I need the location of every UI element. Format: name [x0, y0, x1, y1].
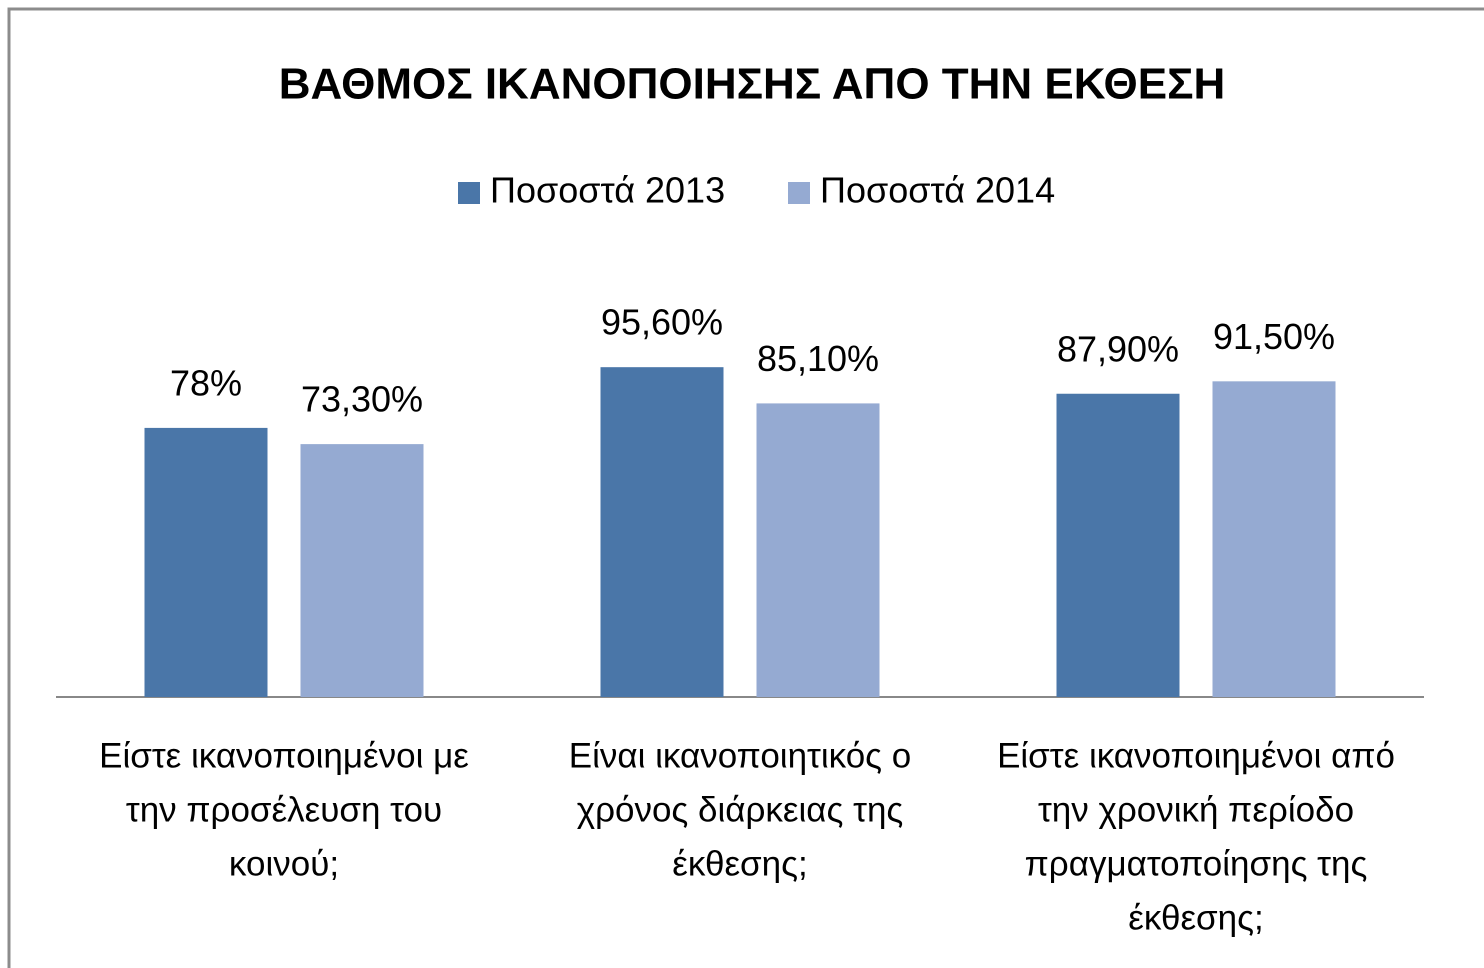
- value-label: 78%: [170, 362, 242, 403]
- legend-swatch: [458, 182, 480, 204]
- bar: [756, 403, 880, 697]
- value-label: 95,60%: [601, 302, 723, 343]
- bar: [1056, 393, 1180, 697]
- x-tick-label: κοινού;: [229, 844, 339, 883]
- x-tick-label: πραγματοποίησης της: [1025, 844, 1368, 883]
- chart-title: ΒΑΘΜΟΣ ΙΚΑΝΟΠΟΙΗΣΗΣ ΑΠΟ ΤΗΝ ΕΚΘΕΣΗ: [279, 60, 1226, 109]
- x-tick-label: έκθεσης;: [672, 844, 807, 883]
- x-tick-label: Είναι ικανοποιητικός ο: [569, 736, 911, 775]
- bar: [600, 367, 724, 697]
- value-label: 73,30%: [301, 379, 423, 420]
- x-tick-label: την χρονική περίοδο: [1038, 790, 1354, 829]
- bar: [300, 444, 424, 697]
- x-tick-label: Είστε ικανοποιημένοι με: [99, 736, 469, 775]
- legend-label: Ποσοστά 2013: [490, 170, 725, 211]
- value-label: 87,90%: [1057, 328, 1179, 369]
- bar: [144, 427, 268, 697]
- value-label: 85,10%: [757, 338, 879, 379]
- legend-label: Ποσοστά 2014: [820, 170, 1055, 211]
- legend-swatch: [788, 182, 810, 204]
- value-label: 91,50%: [1213, 316, 1335, 357]
- x-tick-label: έκθεσης;: [1128, 898, 1263, 937]
- x-tick-label: Είστε ικανοποιημένοι από: [997, 736, 1395, 775]
- x-tick-label: χρόνος διάρκειας της: [577, 790, 904, 829]
- x-tick-label: την προσέλευση του: [126, 790, 442, 829]
- bar: [1212, 381, 1336, 697]
